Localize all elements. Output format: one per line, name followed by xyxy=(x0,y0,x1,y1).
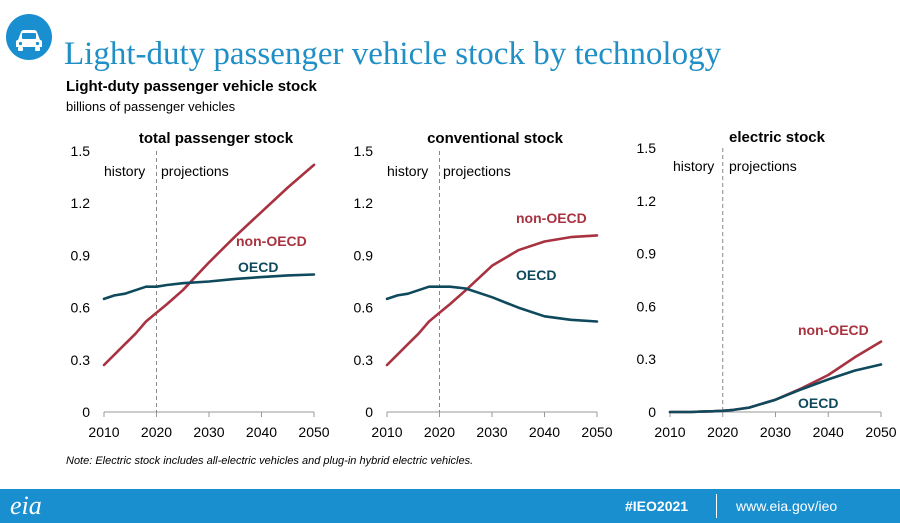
panel-3-x-tick-label: 2040 xyxy=(813,424,844,440)
panel-1-x-tick-label: 2040 xyxy=(246,424,277,440)
panel-2-series-line-oecd xyxy=(385,285,599,323)
panel-2-series-line-non-oecd xyxy=(385,234,599,367)
eia-logo: eia xyxy=(10,491,42,520)
panel-1-projections-label: projections xyxy=(161,163,229,179)
panel-3-projections-label: projections xyxy=(729,158,797,174)
panel-2-series-label-non-oecd: non-OECD xyxy=(516,210,587,226)
panel-2-y-tick-label: 0.9 xyxy=(354,247,374,263)
panel-1-y-tick-label: 0.3 xyxy=(71,352,91,368)
chart-subtitle: billions of passenger vehicles xyxy=(66,99,236,114)
panel-3-series-line-non-oecd xyxy=(668,340,883,414)
panel-3-x-tick-label: 2020 xyxy=(707,424,738,440)
panel-3-x-tick-label: 2010 xyxy=(654,424,685,440)
footer-hashtag: #IEO2021 xyxy=(625,498,689,514)
panel-2-x-tick-label: 2020 xyxy=(424,424,455,440)
footer-divider xyxy=(716,494,717,518)
panel-1-series-line-non-oecd xyxy=(102,163,316,367)
car-badge xyxy=(6,14,52,60)
panel-1-y-tick-label: 0.6 xyxy=(71,300,91,316)
panel-1-history-label: history xyxy=(104,163,145,179)
chart-title: Light-duty passenger vehicle stock xyxy=(66,78,317,95)
panel-2-title: conventional stock xyxy=(427,130,564,147)
panel-1-x-tick-label: 2050 xyxy=(298,424,329,440)
panel-1-series-label-oecd: OECD xyxy=(238,259,278,275)
panel-3-y-tick-label: 0.6 xyxy=(637,298,657,314)
panel-1-x-tick-label: 2030 xyxy=(193,424,224,440)
panel-3-x-tick-label: 2050 xyxy=(865,424,896,440)
panel-3-y-tick-label: 0.9 xyxy=(637,246,657,262)
panel-3-y-tick-label: 1.2 xyxy=(637,193,657,209)
footer-url[interactable]: www.eia.gov/ieo xyxy=(736,498,838,514)
panel-3-history-label: history xyxy=(673,158,714,174)
chart-panels: total passenger stock 0 0.3 0.6 0.9 1.2 1.5 201… xyxy=(71,129,897,440)
panel-1-series-label-non-oecd: non-OECD xyxy=(236,233,307,249)
panel-3-series-label-oecd: OECD xyxy=(798,395,838,411)
panel-2-y-tick-label: 1.2 xyxy=(354,195,374,211)
panel-2-x-tick-label: 2050 xyxy=(581,424,612,440)
panel-2-y-tick-label: 0.6 xyxy=(354,300,374,316)
car-icon xyxy=(16,30,42,51)
panel-3-y-tick-label: 0 xyxy=(648,404,656,420)
panel-2-x-tick-label: 2040 xyxy=(529,424,560,440)
panel-3-x-tick-label: 2030 xyxy=(760,424,791,440)
panel-2-projections-label: projections xyxy=(443,163,511,179)
panel-3-series-label-non-oecd: non-OECD xyxy=(798,322,869,338)
panel-1-x-tick-label: 2010 xyxy=(88,424,119,440)
panel-3-y-tick-label: 1.5 xyxy=(637,140,657,156)
footer-bar: eia #IEO2021 www.eia.gov/ieo xyxy=(0,489,900,523)
slide-title: Light-duty passenger vehicle stock by te… xyxy=(64,36,722,72)
panel-1-title: total passenger stock xyxy=(139,130,294,147)
panel-2-series-label-oecd: OECD xyxy=(516,267,556,283)
panel-2-y-tick-label: 1.5 xyxy=(354,143,374,159)
chart-note: Note: Electric stock includes all-electr… xyxy=(66,455,474,467)
panel-2-y-tick-label: 0 xyxy=(365,404,373,420)
panel-3-series-line-oecd xyxy=(668,363,883,414)
panel-1-x-tick-label: 2020 xyxy=(141,424,172,440)
panel-1-y-tick-label: 1.2 xyxy=(71,195,91,211)
panel-1-y-tick-label: 0.9 xyxy=(71,247,91,263)
panel-1-y-tick-label: 1.5 xyxy=(71,143,91,159)
panel-2-x-tick-label: 2010 xyxy=(371,424,402,440)
panel-1-y-tick-label: 0 xyxy=(82,404,90,420)
panel-2-x-tick-label: 2030 xyxy=(476,424,507,440)
panel-3-y-tick-label: 0.3 xyxy=(637,351,657,367)
panel-2-y-tick-label: 0.3 xyxy=(354,352,374,368)
panel-2-history-label: history xyxy=(387,163,428,179)
panel-3-title: electric stock xyxy=(729,129,826,146)
panel-1-series-line-oecd xyxy=(102,273,316,301)
